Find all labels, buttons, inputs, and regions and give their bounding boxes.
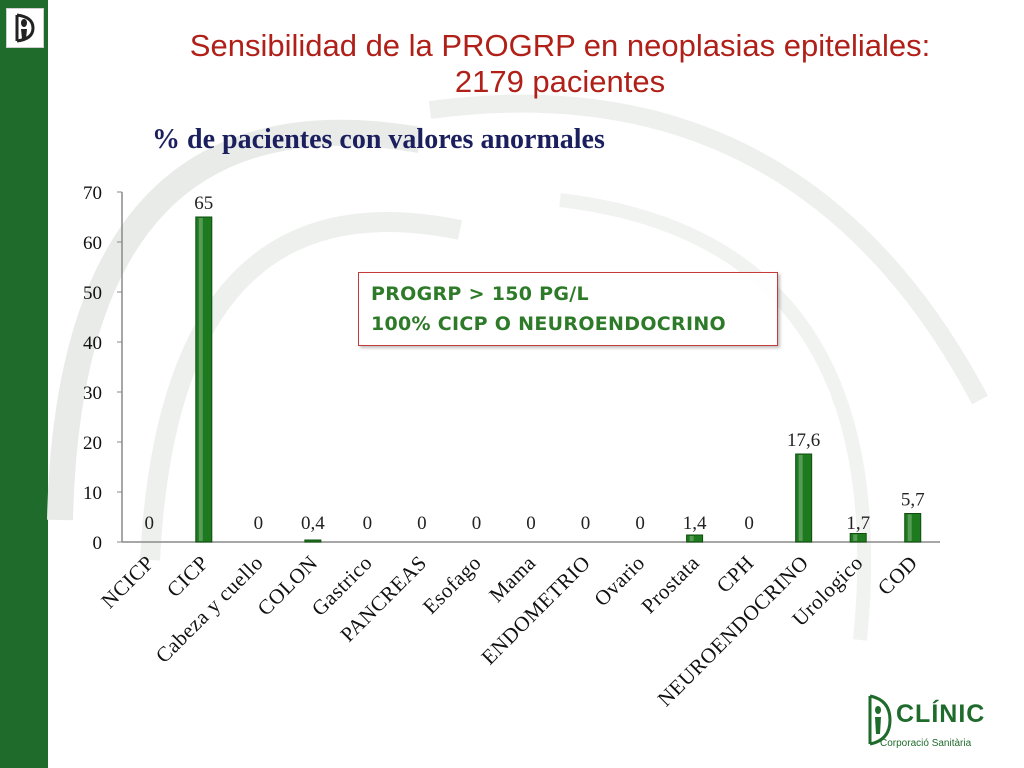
data-label-2: 0: [254, 513, 264, 534]
bar-highlight-13: [853, 534, 858, 541]
y-tick-label: 50: [83, 283, 102, 304]
bar-12: [795, 453, 813, 543]
data-label-7: 0: [526, 513, 536, 534]
bar-14: [904, 513, 922, 543]
slide-title-line1: Sensibilidad de la PROGRP en neoplasias …: [189, 28, 931, 63]
bar-highlight-1: [198, 218, 203, 541]
clinic-name: CLÍNIC: [896, 700, 986, 728]
data-label-9: 0: [635, 513, 645, 534]
data-label-1: 65: [194, 193, 213, 214]
data-label-8: 0: [581, 513, 591, 534]
chart-subtitle: % de pacientes con valores anormales: [152, 124, 605, 155]
category-label-10: Prostata: [636, 550, 704, 618]
brand-logo-icon: [6, 8, 44, 48]
y-tick-label: 70: [83, 183, 102, 204]
y-tick-label: 0: [93, 533, 103, 554]
data-label-6: 0: [472, 513, 482, 534]
bar-10: [686, 534, 704, 543]
clinic-subtitle: Corporació Sanitària: [880, 738, 972, 749]
y-tick-label: 20: [83, 433, 102, 454]
category-label-0: NCICP: [96, 551, 158, 613]
data-label-3: 0,4: [301, 513, 325, 534]
y-tick-label: 30: [83, 383, 102, 404]
data-label-13: 1,7: [846, 513, 870, 534]
annotation-line1: PROGRP > 150 PG/L: [371, 283, 589, 305]
category-label-14: COD: [873, 551, 922, 600]
slide-title: Sensibilidad de la PROGRP en neoplasias …: [110, 28, 1010, 100]
data-label-11: 0: [744, 513, 754, 534]
bar-13: [849, 533, 867, 543]
bar-3: [304, 539, 322, 543]
category-label-11: CPH: [712, 551, 759, 598]
data-label-10: 1,4: [683, 513, 707, 534]
annotation-line2: 100% CICP O NEUROENDOCRINO: [371, 313, 726, 335]
clinic-emblem-icon: [868, 694, 892, 746]
bar-1: [195, 216, 213, 543]
data-label-4: 0: [363, 513, 373, 534]
data-label-5: 0: [417, 513, 427, 534]
bar-highlight-12: [798, 455, 803, 541]
category-label-6: Esofago: [418, 551, 486, 619]
data-label-12: 17,6: [787, 430, 820, 451]
y-tick-label: 10: [83, 483, 102, 504]
data-label-14: 5,7: [901, 490, 925, 511]
slide-title-line2: 2179 pacientes: [454, 64, 666, 99]
category-label-1: CICP: [162, 551, 213, 602]
y-tick-label: 60: [83, 233, 102, 254]
bar-highlight-14: [907, 514, 912, 541]
bar-highlight-10: [689, 536, 694, 541]
data-label-0: 0: [145, 513, 155, 534]
sidebar-stripe: [0, 0, 48, 768]
clinic-logo: CLÍNIC Corporació Sanitària: [862, 690, 986, 760]
y-tick-label: 40: [83, 333, 102, 354]
annotation-box: PROGRP > 150 PG/L 100% CICP O NEUROENDOC…: [358, 272, 778, 346]
